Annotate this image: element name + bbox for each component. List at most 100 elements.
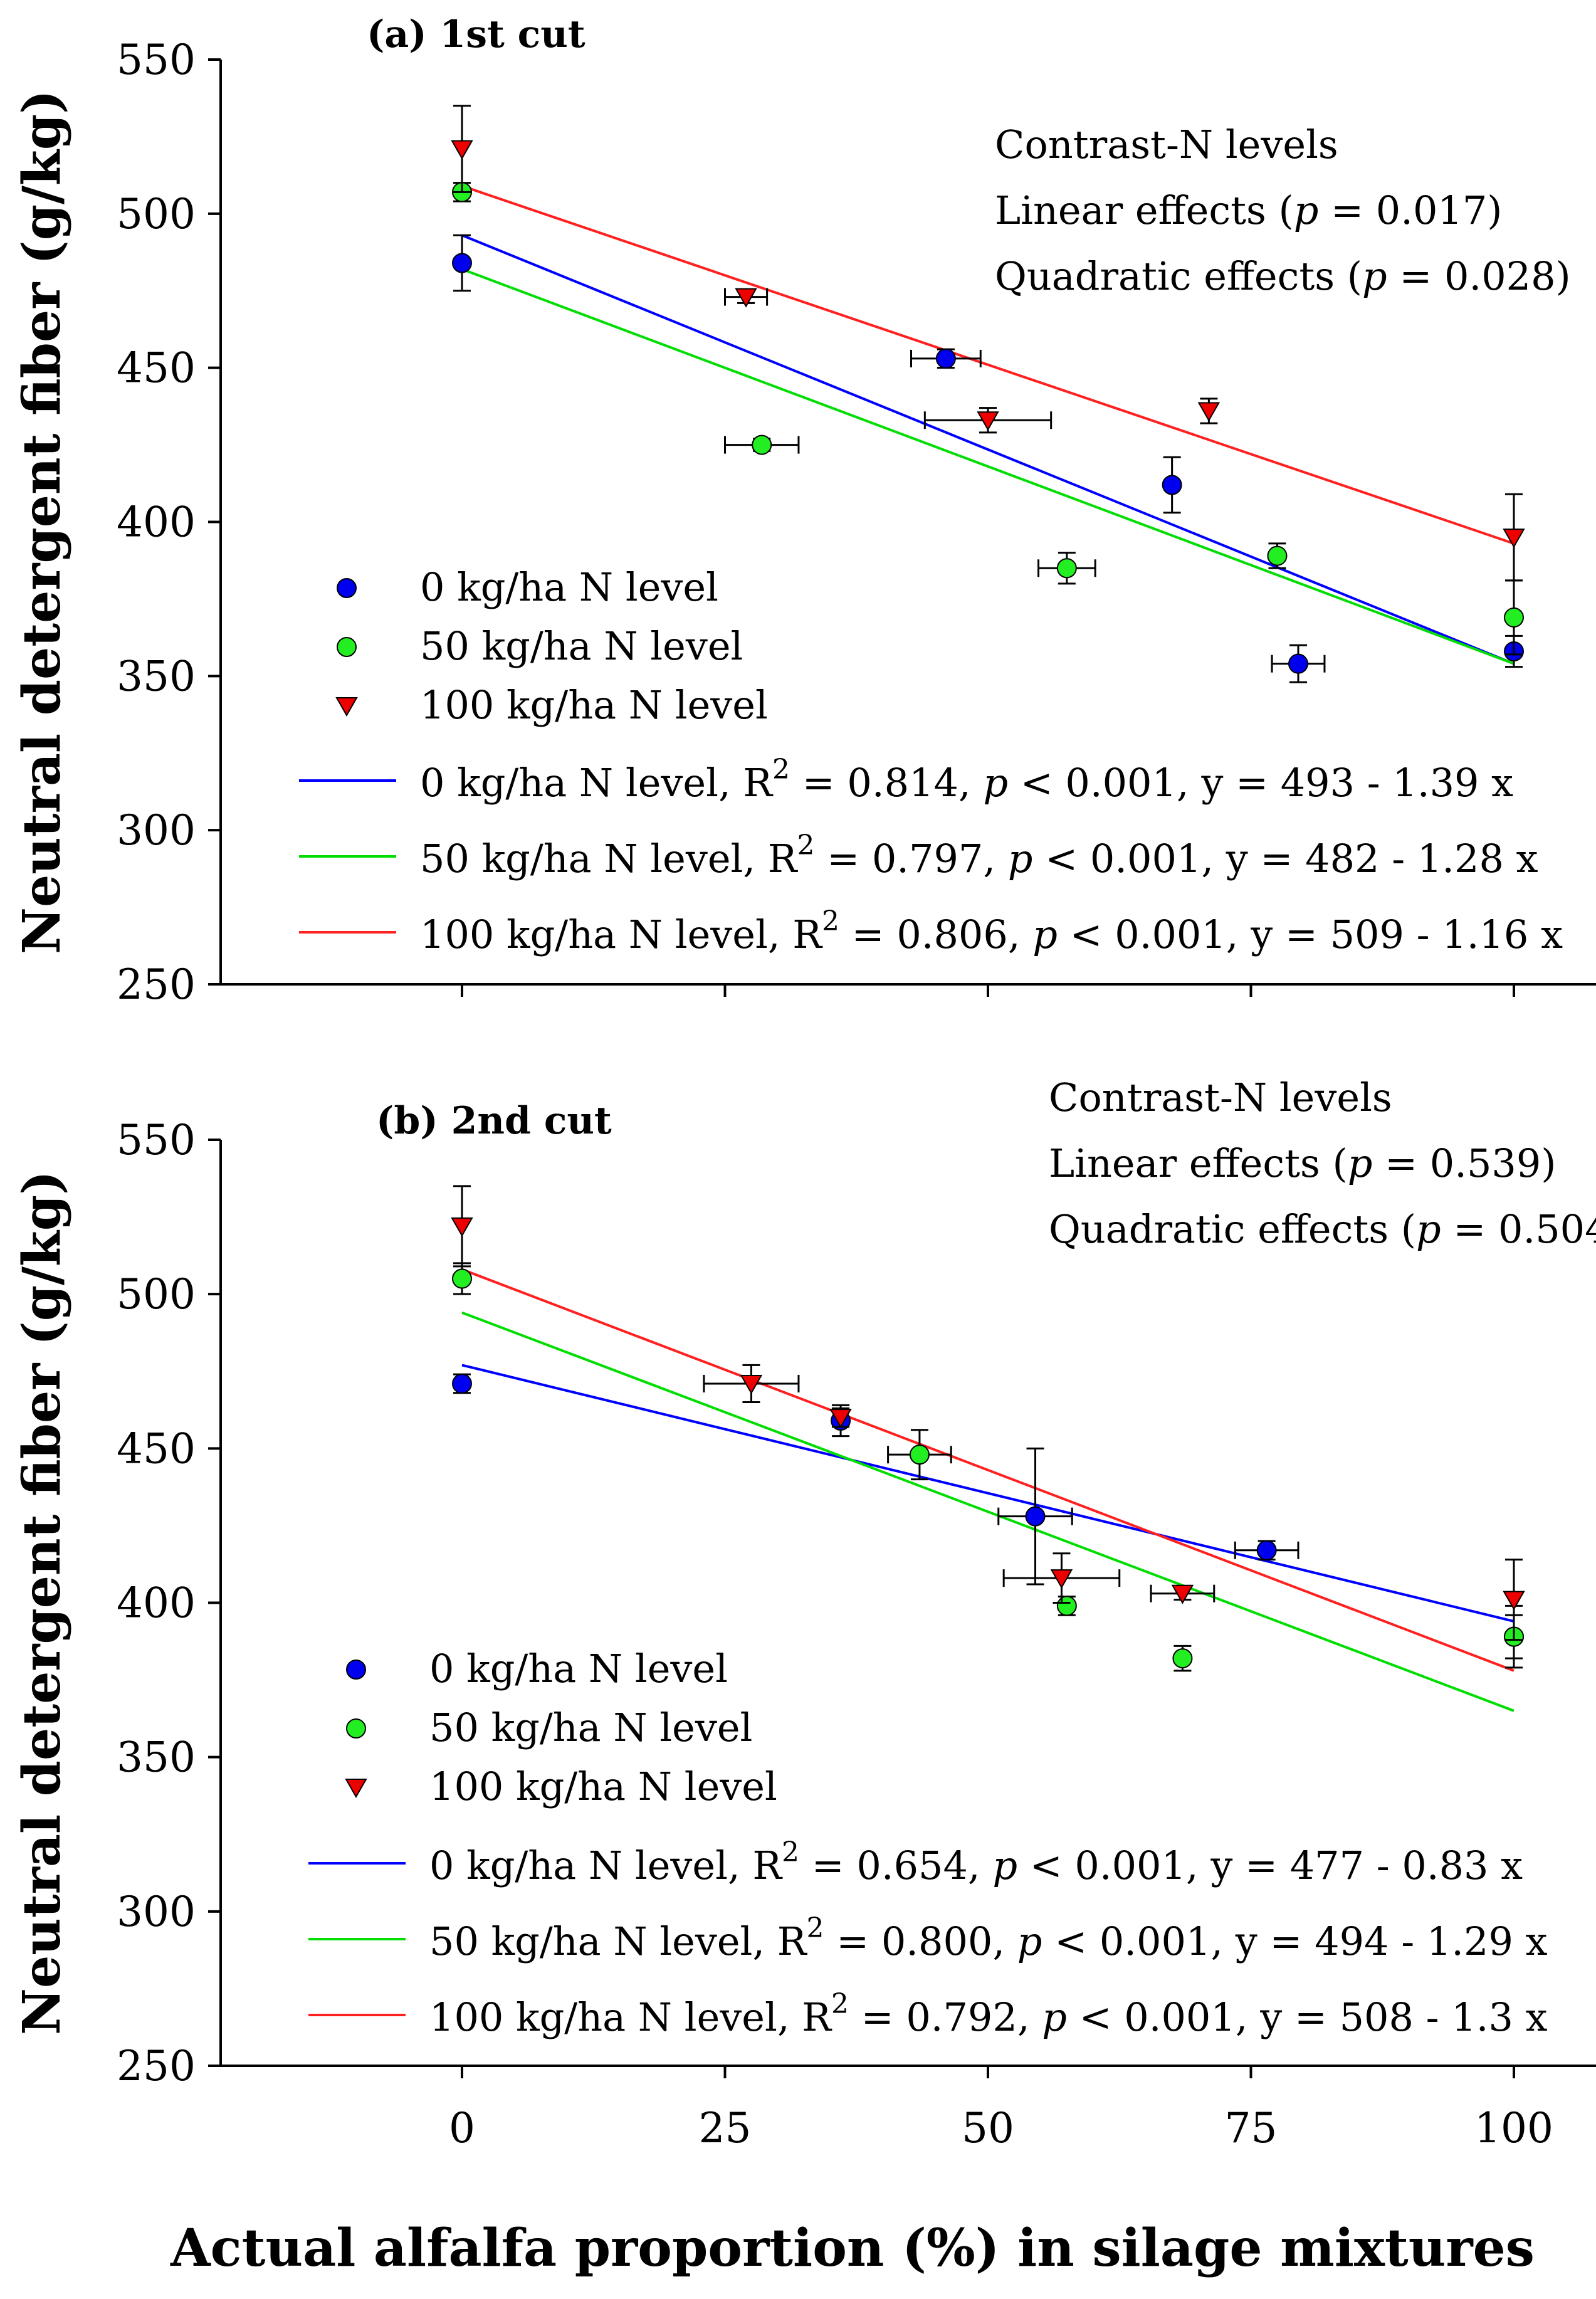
legend-fit-r2-prefix: , R: [768, 912, 823, 957]
regression-line-series-1: [461, 268, 1515, 665]
legend-fit-p-symbol: p: [1008, 836, 1033, 881]
contrast-heading: Contrast-N levels: [1049, 1075, 1392, 1120]
contrast-quadratic-label: Quadratic effects (: [1049, 1206, 1416, 1252]
legend-fit-sep: ,: [1177, 760, 1201, 806]
legend-fit-sep: ,: [1017, 1994, 1042, 2040]
contrast-heading: Contrast-N levels: [995, 122, 1338, 167]
legend-marker-series-2: [335, 697, 358, 717]
legend-fit-series-2: 100 kg/ha N level, R2 = 0.806, p < 0.001…: [420, 905, 1563, 957]
legend-fit-name: 50 kg/ha N level: [420, 836, 743, 881]
y-tick-label: 500: [117, 1270, 196, 1318]
contrast-linear-p: p: [1348, 1140, 1373, 1186]
legend-entry-series-0: 0 kg/ha N level: [429, 1646, 728, 1691]
legend-fit-eq-sign: =: [799, 1843, 856, 1888]
legend-marker-series-0: [337, 578, 357, 598]
regression-line-series-0: [461, 1364, 1515, 1623]
legend-fit-p-symbol: p: [1017, 1918, 1042, 1964]
contrast-linear: Linear effects (p = 0.539): [1049, 1140, 1556, 1186]
legend-fit-r2-sup: 2: [772, 754, 790, 786]
data-point-series-2: [829, 1409, 852, 1429]
data-point-series-2: [1503, 529, 1525, 549]
legend-fit-r2: 0.814: [847, 760, 958, 806]
data-point-series-0: [1288, 653, 1309, 674]
legend-fit-r2: 0.797: [872, 836, 984, 881]
regression-line-series-0: [461, 234, 1515, 665]
legend-fit-p: < 0.001: [1067, 1994, 1236, 2040]
legend-entry-series-1: 50 kg/ha N level: [420, 623, 743, 669]
x-tick-label: 50: [962, 2104, 1014, 2152]
y-tick-label: 250: [117, 2042, 196, 2090]
legend-fit-series-0: 0 kg/ha N level, R2 = 0.814, p < 0.001, …: [420, 754, 1513, 806]
legend-fit-r2-prefix: , R: [752, 1918, 807, 1964]
legend-fit-r2: 0.800: [881, 1918, 993, 1964]
legend-fit-r2-prefix: , R: [777, 1994, 832, 2040]
data-point-series-0: [1256, 1540, 1277, 1560]
x-axis-label: Actual alfalfa proportion (%) in silage …: [170, 2218, 1535, 2278]
contrast-linear-p: p: [1294, 187, 1319, 233]
legend-entry-series-0: 0 kg/ha N level: [420, 564, 718, 610]
y-tick-label: 400: [117, 1579, 196, 1628]
data-point-series-2: [1503, 1591, 1525, 1611]
legend-fit-eq-sign: =: [824, 1918, 881, 1964]
data-point-series-2: [1050, 1569, 1073, 1589]
legend-fit-eq: y = 477 - 0.83 x: [1210, 1843, 1523, 1888]
data-point-series-2: [451, 140, 473, 160]
legend-fit-eq: y = 508 - 1.3 x: [1259, 1994, 1547, 2040]
data-point-series-1: [1056, 558, 1077, 579]
y-tick-label: 400: [117, 498, 196, 547]
legend-fit-eq: y = 494 - 1.29 x: [1235, 1918, 1548, 1964]
legend-entry-series-1: 50 kg/ha N level: [429, 1705, 752, 1750]
contrast-quadratic: Quadratic effects (p = 0.028): [995, 253, 1571, 299]
x-tick-label: 0: [449, 2104, 475, 2152]
legend-fit-r2-sup: 2: [806, 1912, 824, 1944]
legend-fit-sep: ,: [1186, 1843, 1210, 1888]
legend-fit-series-1: 50 kg/ha N level, R2 = 0.797, p < 0.001,…: [420, 829, 1538, 881]
legend-fit-sep: ,: [1201, 836, 1226, 881]
data-point-series-0: [452, 1373, 472, 1394]
legend-marker-series-0: [346, 1660, 366, 1680]
contrast-linear-value: = 0.539): [1372, 1140, 1556, 1186]
legend-fit-eq-sign: =: [849, 1994, 906, 2040]
legend-fit-r2: 0.654: [856, 1843, 968, 1888]
legend-fit-sep: ,: [1236, 1994, 1260, 2040]
y-tick-label: 550: [117, 36, 196, 84]
y-tick-label: 300: [117, 1888, 196, 1936]
y-tick-label: 250: [117, 960, 196, 1009]
data-point-series-1: [1172, 1648, 1193, 1669]
legend-fit-p-symbol: p: [983, 760, 1008, 806]
legend-fit-series-1: 50 kg/ha N level, R2 = 0.800, p < 0.001,…: [429, 1912, 1548, 1964]
panel-title: (a) 1st cut: [367, 13, 585, 56]
legend-fit-r2-sup: 2: [782, 1836, 799, 1868]
legend-fit-eq-sign: =: [814, 836, 871, 881]
contrast-quadratic-label: Quadratic effects (: [995, 253, 1362, 299]
legend-fit-eq: y = 482 - 1.28 x: [1226, 836, 1538, 881]
y-tick-label: 350: [117, 1733, 196, 1782]
legend-fit-name: 100 kg/ha N level: [420, 912, 768, 957]
legend-fit-eq: y = 509 - 1.16 x: [1250, 912, 1563, 957]
legend-fit-eq-sign: =: [790, 760, 847, 806]
contrast-linear: Linear effects (p = 0.017): [995, 187, 1502, 233]
chart-panel-a: 250 300 350 400 450 500 550 Neutral detergent f…: [12, 13, 1596, 1009]
data-point-series-2: [1171, 1584, 1194, 1604]
legend-fit-sep: ,: [1210, 1918, 1235, 1964]
contrast-quadratic-p: p: [1362, 253, 1387, 299]
y-tick-label: 450: [117, 1424, 196, 1473]
legend-fit-series-2: 100 kg/ha N level, R2 = 0.792, p < 0.001…: [429, 1988, 1548, 2040]
contrast-linear-label: Linear effects (: [1049, 1140, 1348, 1186]
y-axis-label: Neutral detergent fiber (g/kg): [12, 1171, 72, 2035]
data-point-series-0: [935, 348, 956, 369]
legend-marker-series-2: [345, 1779, 367, 1799]
data-point-series-1: [1504, 607, 1524, 628]
x-tick-label: 100: [1474, 2104, 1553, 2152]
legend-fit-name: 0 kg/ha N level: [429, 1843, 728, 1888]
data-point-series-2: [451, 1217, 473, 1237]
contrast-linear-label: Linear effects (: [995, 187, 1294, 233]
contrast-quadratic: Quadratic effects (p = 0.504): [1049, 1206, 1596, 1252]
legend-fit-p-symbol: p: [1042, 1994, 1067, 2040]
legend-fit-r2-prefix: , R: [743, 836, 798, 881]
legend-fit-p: < 0.001: [1058, 912, 1226, 957]
data-point-series-1: [909, 1444, 930, 1465]
legend-fit-name: 50 kg/ha N level: [429, 1918, 752, 1964]
legend-fit-sep: ,: [958, 760, 983, 806]
